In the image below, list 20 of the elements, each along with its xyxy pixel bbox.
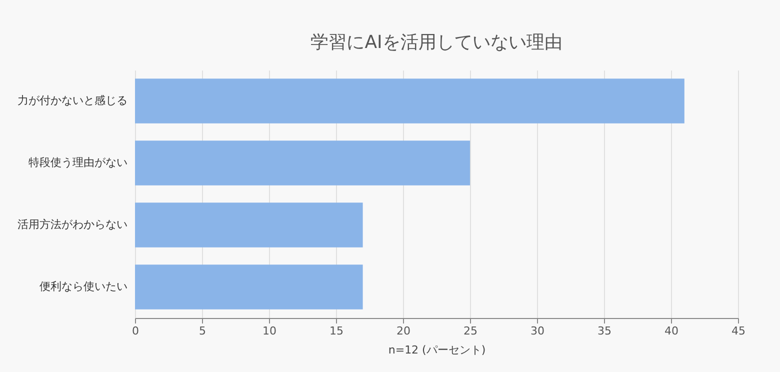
x-tick-label: 35 [598,324,612,338]
x-tick-label: 0 [132,324,139,338]
x-axis-title: n=12 (パーセント) [388,344,486,356]
y-tick-label: 活用方法がわからない [18,218,128,231]
x-tick-label: 25 [464,324,478,338]
x-tick-label: 5 [199,324,206,338]
x-tick-label: 45 [732,324,746,338]
bar [135,140,470,186]
x-tick-label: 40 [664,324,678,338]
x-tick-label: 20 [396,324,410,338]
y-tick-label: 力が付かないと感じる [18,94,128,107]
x-tick-label: 30 [530,324,544,338]
bar [135,264,363,310]
bar [135,202,363,248]
y-tick-label: 特段使う理由がない [28,156,128,169]
chart-title: 学習にAIを活用していない理由 [310,32,562,53]
y-tick-label: 便利なら使いたい [40,280,128,293]
x-tick-label: 10 [262,324,276,338]
bar [135,78,684,124]
x-tick-label: 15 [330,324,344,338]
